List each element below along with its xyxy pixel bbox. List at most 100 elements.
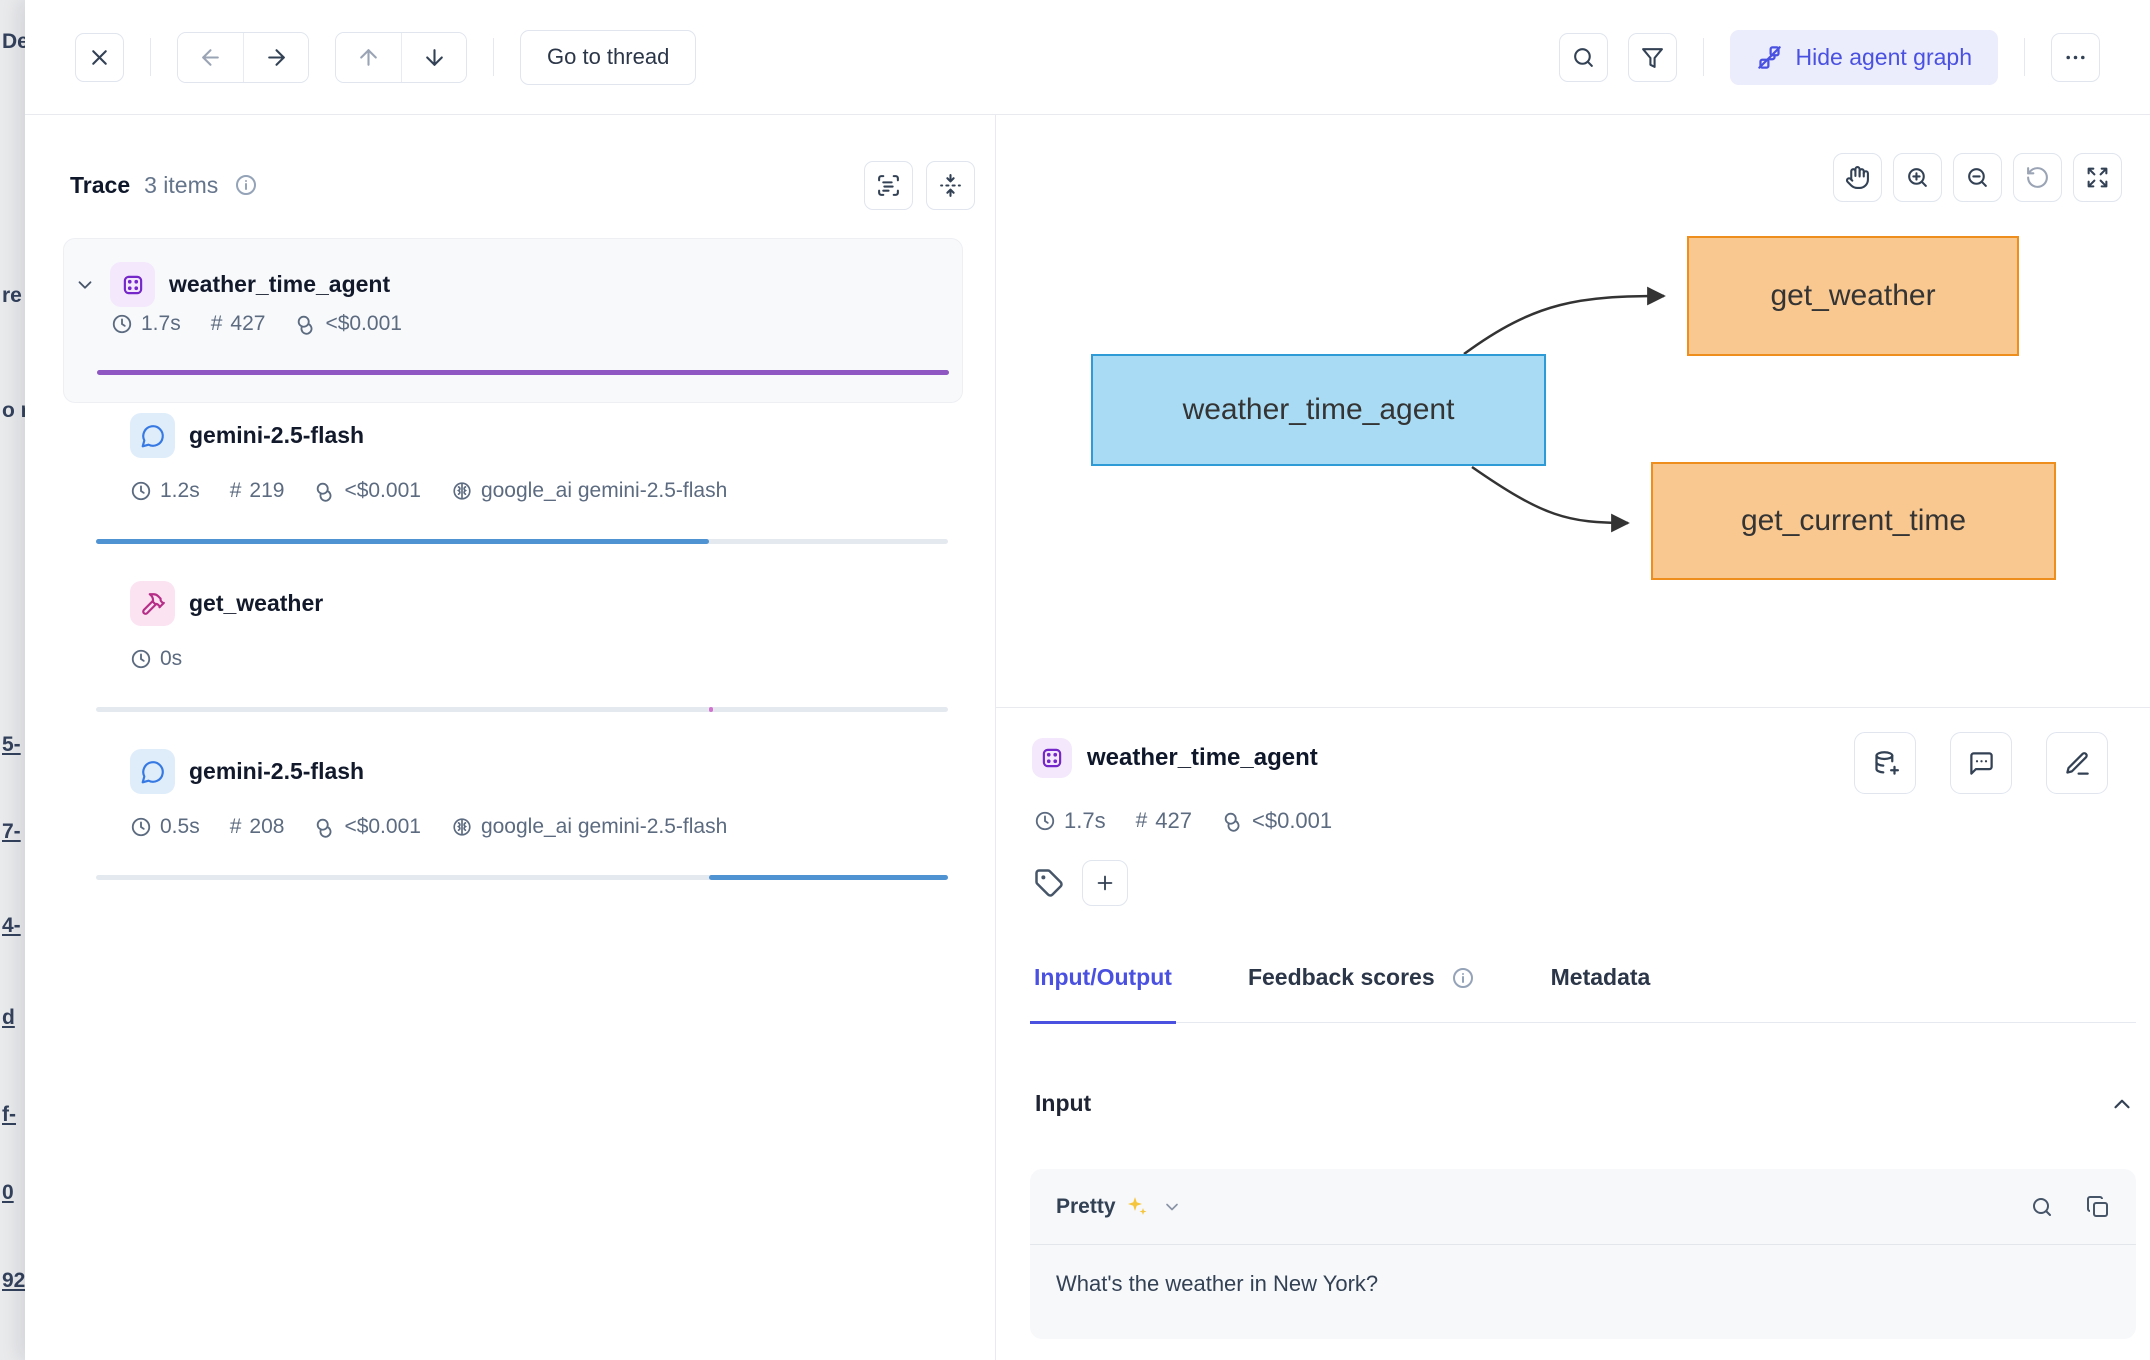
plus-icon (1097, 875, 1113, 891)
search-icon (1573, 47, 1593, 67)
edit-button[interactable] (2046, 732, 2108, 794)
zoom-out-button[interactable] (1953, 153, 2002, 202)
arrow-down-icon (425, 48, 443, 66)
tokens-metric: # 208 (229, 815, 285, 838)
duration-metric: 1.2s (130, 479, 200, 503)
agent-graph-slash-icon (1757, 45, 1781, 69)
copy-icon[interactable] (2086, 1195, 2110, 1219)
graph-node-weather-time-agent[interactable]: weather_time_agent (1091, 354, 1546, 466)
move-down-button[interactable] (401, 32, 466, 82)
hide-agent-graph-button[interactable]: Hide agent graph (1729, 29, 1998, 85)
trace-items-count: 3 items (144, 171, 219, 198)
clock-icon (131, 817, 151, 837)
more-options-button[interactable] (2051, 32, 2100, 82)
chevron-down-icon[interactable] (74, 274, 96, 296)
toolbar-separator (493, 38, 494, 76)
info-icon (236, 175, 257, 195)
go-to-thread-button[interactable]: Go to thread (520, 29, 697, 85)
add-to-dataset-button[interactable] (1854, 732, 1916, 794)
arrow-up-icon (360, 48, 377, 66)
llm-icon (130, 749, 175, 794)
cost-metric: <$0.001 (314, 479, 421, 503)
agent-icon (1032, 738, 1072, 778)
pencil-icon (2065, 751, 2089, 775)
coins-icon (1224, 812, 1240, 832)
trace-tree-panel: Trace 3 items (25, 115, 995, 1360)
hash-icon: # (210, 312, 223, 335)
next-trace-button[interactable] (243, 32, 308, 82)
input-content: What's the weather in New York? (1056, 1271, 1379, 1296)
fullscreen-button[interactable] (2073, 153, 2122, 202)
coins-icon (317, 482, 332, 502)
cost-metric: <$0.001 (295, 312, 402, 336)
move-up-button[interactable] (336, 32, 401, 82)
hide-agent-graph-label: Hide agent graph (1795, 43, 1972, 70)
comment-icon (1969, 751, 1993, 775)
search-button[interactable] (1558, 32, 1608, 82)
add-comment-button[interactable] (1950, 732, 2012, 794)
collapse-all-button[interactable] (926, 160, 975, 210)
hash-icon: # (229, 479, 242, 502)
graph-node-get-current-time[interactable]: get_current_time (1651, 462, 2056, 580)
cost-metric: <$0.001 (314, 815, 421, 839)
hash-icon: # (1135, 809, 1148, 832)
pan-button[interactable] (1833, 153, 1882, 202)
toolbar-separator (1702, 38, 1704, 76)
fold-vertical-icon (940, 173, 961, 197)
agent-icon (110, 262, 155, 307)
detail-tabs: Input/Output Feedback scores Metadata (1030, 958, 2136, 1024)
database-plus-icon (1874, 750, 1899, 775)
add-tag-button[interactable] (1082, 860, 1128, 906)
coins-icon (317, 818, 332, 838)
input-content-card: Pretty What's the weather in New York? (1030, 1169, 2136, 1339)
span-timeline-bar (96, 707, 948, 712)
hand-icon (1845, 166, 1869, 189)
zoom-out-icon (1968, 168, 1987, 187)
tokens-metric: # 427 (1135, 808, 1192, 833)
graph-node-get-weather[interactable]: get_weather (1687, 236, 2019, 356)
span-title: get_weather (189, 590, 324, 616)
cost-metric: <$0.001 (1222, 808, 1332, 834)
model-metric: google_ai gemini-2.5-flash (451, 479, 727, 503)
filter-button[interactable] (1627, 32, 1677, 82)
detail-title: weather_time_agent (1087, 744, 1318, 771)
tab-metadata[interactable]: Metadata (1550, 964, 1651, 990)
trace-panel-title: Trace (70, 171, 131, 198)
brain-icon (453, 818, 471, 836)
duration-metric: 1.7s (111, 312, 181, 336)
previous-trace-button[interactable] (178, 32, 243, 82)
clock-icon (112, 314, 132, 334)
close-icon (92, 49, 107, 65)
search-spans-button[interactable] (864, 160, 913, 210)
graph-node-label: weather_time_agent (1182, 393, 1455, 426)
agent-graph[interactable]: weather_time_agent get_weather get_curre… (996, 115, 2150, 707)
tag-icon (1035, 869, 1063, 897)
tab-input-output[interactable]: Input/Output (1030, 958, 1176, 1024)
chevron-up-icon[interactable] (2109, 1091, 2135, 1117)
duration-metric: 0s (130, 647, 182, 671)
span-title: weather_time_agent (169, 271, 391, 297)
clock-icon (1035, 811, 1055, 831)
close-button[interactable] (75, 32, 124, 82)
llm-icon (130, 413, 175, 458)
input-section-label: Input (1035, 1090, 1092, 1116)
arrow-left-icon (202, 48, 219, 66)
bg-text-fragment: 4- (2, 914, 21, 937)
trace-row-weather-time-agent[interactable]: weather_time_agent 1.7s # 427 <$0.001 (63, 238, 963, 403)
bg-text-fragment: 7- (2, 820, 21, 843)
sparkles-icon (1127, 1196, 1147, 1215)
span-title: gemini-2.5-flash (189, 758, 365, 784)
clock-icon (131, 649, 151, 669)
bg-text-fragment: 5- (2, 733, 21, 756)
model-metric: google_ai gemini-2.5-flash (451, 815, 727, 839)
tokens-metric: # 427 (210, 312, 266, 335)
format-selector[interactable]: Pretty (1056, 1195, 1182, 1219)
zoom-in-button[interactable] (1893, 153, 1942, 202)
brain-icon (453, 482, 471, 500)
reset-view-button[interactable] (2013, 153, 2062, 202)
ellipsis-icon (2066, 55, 2085, 59)
coins-icon (298, 315, 313, 335)
search-in-content-icon[interactable] (2030, 1195, 2054, 1219)
span-timeline-bar (97, 370, 949, 375)
tab-feedback-scores[interactable]: Feedback scores (1244, 958, 1479, 1024)
